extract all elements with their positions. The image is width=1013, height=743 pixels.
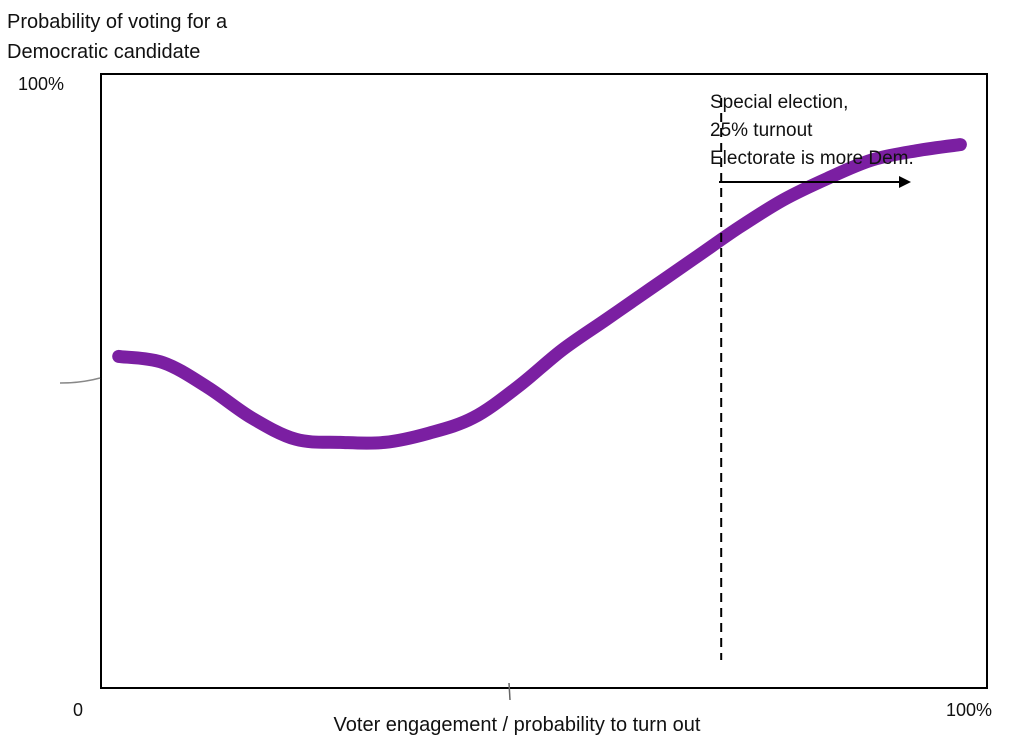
- x-midpoint-tick: [508, 682, 511, 701]
- x-axis-label: Voter engagement / probability to turn o…: [334, 714, 701, 736]
- annotation-line-1: Special election,: [710, 92, 848, 113]
- plot-frame: [100, 73, 988, 689]
- y-tick-100: 100%: [18, 74, 64, 94]
- y-midpoint-tick: [59, 377, 101, 384]
- series-layer: [112, 138, 967, 450]
- x-tick-0: 0: [73, 700, 83, 720]
- annotation-line-2: 25% turnout: [710, 120, 813, 141]
- y-axis-label-line-1: Probability of voting for a: [7, 11, 228, 33]
- y-axis-label-line-2: Democratic candidate: [7, 41, 200, 63]
- annotation-arrow: [719, 176, 911, 188]
- series-line-0: [112, 138, 967, 450]
- x-tick-100: 100%: [946, 700, 992, 720]
- annotation-line-3: Electorate is more Dem.: [710, 148, 914, 169]
- annotation-arrow-head: [899, 176, 911, 188]
